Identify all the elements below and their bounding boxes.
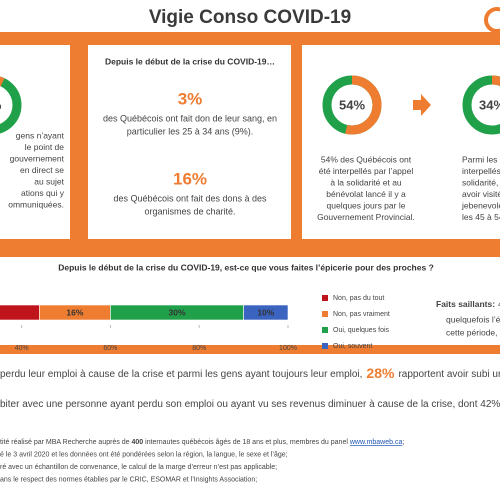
x-tick-label: 40% — [15, 345, 29, 352]
card-text: interpellés pa — [462, 166, 500, 176]
donut-arc — [322, 75, 382, 135]
legend-swatch — [322, 343, 328, 349]
legend-label: Non, pas vraiment — [333, 311, 390, 318]
donut-label: 7% — [0, 97, 2, 112]
finding: perdu leur emploi à cause de la crise et… — [0, 365, 500, 381]
stat-text: des Québécois ont fait don de leur sang,… — [103, 113, 277, 123]
legend-label: Oui, quelques fois — [333, 327, 390, 334]
finding-text: perdu leur emploi à cause de la crise et… — [0, 369, 362, 380]
footnote-text: ; — [402, 439, 404, 446]
stat-value: 3% — [178, 89, 203, 108]
logo — [484, 7, 500, 33]
card-text: 54% des Québécois ont — [321, 154, 412, 164]
card-heading: Depuis le début de la crise du COVID-19… — [105, 56, 275, 66]
legend-swatch — [322, 327, 328, 333]
bar-segment — [0, 304, 40, 321]
card-text: avoir visité la — [462, 189, 500, 199]
legend-swatch — [322, 295, 328, 301]
value-label: 30% — [168, 307, 185, 317]
highlights: Faits saillants:4 — [436, 299, 500, 309]
chart-title: Depuis le début de la crise du COVID-19,… — [58, 262, 434, 272]
card-text: gouvernement — [10, 153, 65, 163]
finding-text: biter avec une personne ayant perdu son … — [0, 399, 500, 410]
legend-label: Non, pas du tout — [333, 295, 384, 302]
card-text: au sujet — [34, 176, 64, 186]
bar-segment — [243, 304, 289, 321]
x-tick-label: 100% — [279, 345, 297, 352]
footnote: tité réalisé par MBA Recherche auprès de… — [0, 439, 404, 446]
x-tick-label: 80% — [192, 345, 206, 352]
card-text: Parmi les gens — [462, 154, 500, 164]
footnote-text: internautes québécois âgés de 18 ans et … — [143, 439, 350, 446]
card-right — [302, 45, 500, 239]
stat-text: des Québécois ont fait des dons à des — [113, 193, 267, 203]
card-text: ations qui y — [21, 188, 65, 198]
card-text: Gouvernement Provincial. — [317, 212, 415, 222]
stat-text: particulier les 25 à 34 ans (9%). — [127, 126, 254, 136]
donut-label: 34% — [479, 97, 500, 112]
card-text: le point de — [25, 142, 64, 152]
title: Vigie Conso COVID-19 — [149, 7, 351, 28]
footnote-text: tité réalisé par MBA Recherche auprès de — [0, 439, 132, 446]
highlights-text: 4 — [498, 299, 500, 309]
card-text: jebenevole.ca, — [461, 200, 500, 210]
chart-strip — [0, 257, 500, 345]
card-text: quelques jours par le — [327, 200, 406, 210]
card-text: gens n’ayant — [16, 130, 65, 140]
footnote: ans le respect des normes établies par l… — [0, 476, 257, 483]
highlights-text: cette période, e — [446, 327, 500, 337]
legend-swatch — [322, 311, 328, 317]
legend-label: Oui, souvent — [333, 343, 372, 350]
footnote-text: é le 3 avril 2020 et les données ont été… — [0, 451, 288, 458]
footnote-text: ré avec un échantillon de convenance, le… — [0, 464, 277, 471]
card-text: bénévolat lancé il y a — [326, 189, 406, 199]
stat-text: organismes de charité. — [144, 206, 235, 216]
card-text: à la solidarité et au — [330, 177, 402, 187]
highlights-label: Faits saillants: — [436, 299, 495, 309]
card-middle — [88, 45, 291, 239]
finding: biter avec une personne ayant perdu son … — [0, 399, 500, 410]
finding-text: rapportent avoir subi une b — [398, 369, 500, 380]
card-text: solidarité, 34 — [462, 177, 500, 187]
value-label: 10% — [257, 307, 274, 317]
footnote: ré avec un échantillon de convenance, le… — [0, 464, 277, 471]
donut-label: 54% — [339, 97, 365, 112]
value-label: 16% — [66, 307, 83, 317]
donut-arc — [462, 75, 500, 135]
footnote-text: www.mbaweb.ca — [349, 439, 403, 446]
card-text: été interpellés par l’appel — [319, 166, 414, 176]
footnote-text: ans le respect des normes établies par l… — [0, 476, 257, 483]
donut-track — [0, 76, 22, 134]
highlights-text: quelquefois l’épi — [446, 314, 500, 324]
arrow — [413, 94, 431, 116]
card-text: en direct se — [20, 165, 64, 175]
card-left — [0, 45, 70, 239]
card-text: ommuniquées. — [8, 199, 64, 209]
x-tick-label: 60% — [103, 345, 117, 352]
finding-highlight: 28% — [366, 365, 395, 381]
footnote-text: 400 — [132, 439, 144, 446]
stat-value: 16% — [173, 169, 207, 188]
footnote: é le 3 avril 2020 et les données ont été… — [0, 451, 288, 458]
card-text: les 45 à 54 an — [462, 212, 500, 222]
